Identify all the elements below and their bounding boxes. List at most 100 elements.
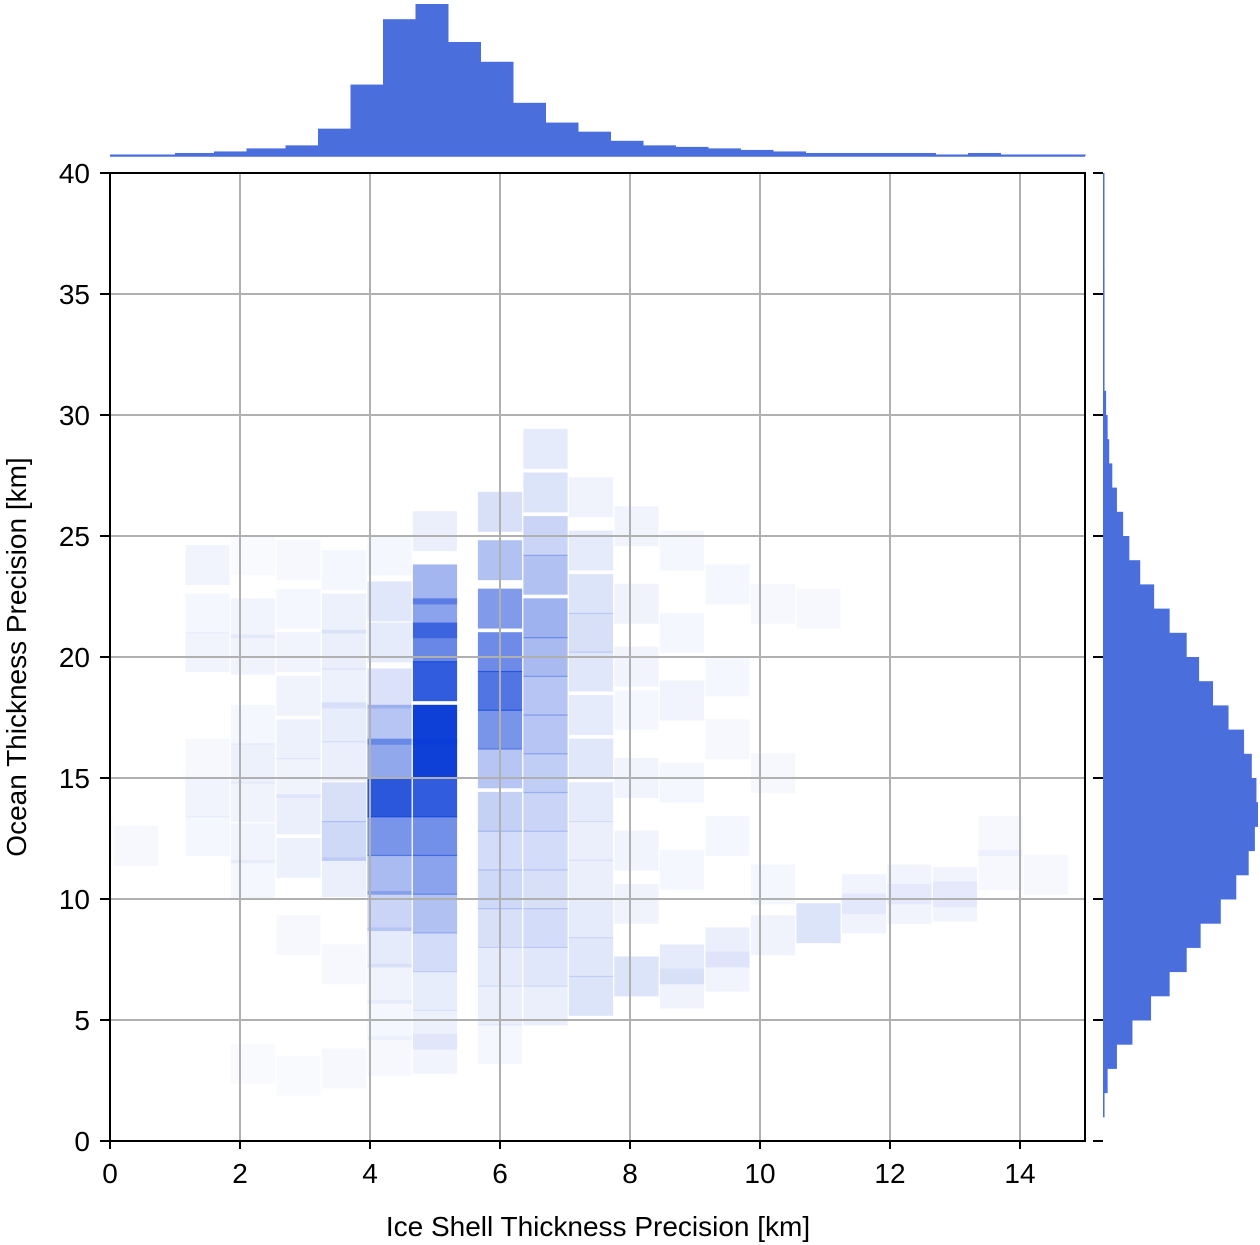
marginal-y-bar bbox=[1103, 318, 1105, 343]
heatmap-cell bbox=[230, 598, 276, 639]
heatmap-cell bbox=[568, 530, 614, 571]
heatmap-cell bbox=[276, 632, 321, 673]
marginal-y-bar bbox=[1103, 536, 1130, 561]
marginal-x-bar bbox=[838, 152, 871, 156]
marginal-x-bar bbox=[968, 152, 1001, 156]
marginal-y-bar bbox=[1103, 269, 1105, 295]
marginal-y-bar bbox=[1103, 342, 1105, 368]
heatmap-cell bbox=[523, 675, 568, 716]
marginal-x-bar bbox=[480, 61, 514, 157]
y-tick-label: 10 bbox=[59, 884, 90, 915]
heatmap-cell bbox=[841, 874, 887, 915]
marginal-x-bar bbox=[773, 151, 806, 156]
heatmap-cell bbox=[659, 680, 705, 721]
x-axis: 0 2 4 6 8 10 12 14 bbox=[102, 1141, 1036, 1189]
heatmap-cell bbox=[705, 656, 750, 697]
marginal-y-bar bbox=[1103, 850, 1249, 876]
heatmap-cell bbox=[185, 545, 230, 586]
heatmap-cell bbox=[412, 1033, 458, 1074]
heatmap-cell bbox=[276, 794, 321, 835]
heatmap-cell bbox=[932, 881, 978, 922]
heatmap-cell bbox=[367, 816, 412, 857]
marginal-y-bar bbox=[1103, 947, 1187, 973]
heatmap-cell bbox=[796, 589, 840, 629]
heatmap-cell bbox=[1024, 855, 1068, 895]
heatmap-cell bbox=[185, 739, 229, 779]
y-tick-label: 30 bbox=[59, 400, 90, 431]
x-tick-label: 6 bbox=[492, 1158, 508, 1189]
heatmap-cell bbox=[321, 857, 367, 898]
marginal-y-bar bbox=[1103, 826, 1255, 852]
heatmap-cell bbox=[568, 574, 614, 615]
heatmap-cell bbox=[751, 753, 795, 793]
marginal-x-bar bbox=[545, 122, 579, 156]
heatmap-cell bbox=[659, 530, 705, 571]
grid-lines bbox=[110, 173, 1085, 1141]
heatmap-cell bbox=[412, 854, 458, 895]
heatmap-cell bbox=[412, 738, 458, 779]
heatmap-cell bbox=[659, 762, 705, 803]
heatmap-cell bbox=[367, 581, 412, 622]
heatmap-cell bbox=[230, 823, 276, 864]
marginal-y-bar bbox=[1103, 608, 1170, 634]
marginal-x-bar bbox=[350, 84, 384, 156]
heatmap-cell bbox=[614, 506, 659, 547]
marginal-x-bar bbox=[935, 154, 969, 156]
heatmap-cell bbox=[705, 927, 750, 968]
y-axis: 0 5 10 15 20 25 30 35 40 bbox=[59, 158, 1103, 1157]
heatmap-cell bbox=[568, 820, 614, 861]
heatmap-cell bbox=[412, 622, 458, 663]
heatmap-cell bbox=[321, 668, 367, 709]
heatmap-cell bbox=[568, 975, 614, 1016]
heatmap-cell bbox=[659, 849, 705, 890]
heatmap-cell bbox=[523, 753, 568, 794]
heatmap-cell bbox=[276, 675, 321, 716]
heatmap-cell bbox=[231, 1044, 275, 1084]
marginal-x-bar bbox=[708, 148, 741, 156]
y-tick-label: 15 bbox=[59, 763, 90, 794]
marginal-y-bar bbox=[1103, 1044, 1117, 1069]
marginal-y-bar bbox=[1103, 439, 1110, 464]
marginal-y-bar bbox=[1103, 995, 1152, 1021]
heatmap-cell bbox=[114, 826, 158, 866]
heatmap-cell bbox=[887, 883, 932, 924]
marginal-x-bar bbox=[175, 152, 215, 156]
marginal-y-bar bbox=[1103, 245, 1105, 271]
y-axis-label: Ocean Thickness Precision [km] bbox=[1, 457, 32, 856]
x-tick-label: 4 bbox=[362, 1158, 378, 1189]
marginal-y-bar bbox=[1103, 390, 1107, 416]
heatmap-cell bbox=[321, 741, 367, 782]
marginal-x-bar bbox=[740, 149, 774, 156]
heatmap-cell bbox=[367, 777, 412, 818]
heatmap-cell bbox=[367, 535, 412, 576]
marginal-x-bar bbox=[285, 145, 319, 156]
heatmap-cell bbox=[568, 477, 614, 518]
heatmap-cell bbox=[523, 472, 568, 513]
heatmap-cell bbox=[614, 956, 659, 997]
marginal-y-bar bbox=[1103, 899, 1221, 924]
heatmap-cell bbox=[705, 816, 750, 857]
x-tick-label: 14 bbox=[1004, 1158, 1035, 1189]
marginal-y-bar bbox=[1103, 1020, 1133, 1045]
heatmap-cell bbox=[367, 1036, 411, 1076]
marginal-x-bar bbox=[110, 154, 143, 156]
marginal-x-bar bbox=[513, 102, 546, 156]
heatmap-cell bbox=[750, 915, 796, 956]
heatmap-cell bbox=[185, 593, 230, 634]
heatmap-cell bbox=[568, 782, 614, 823]
heatmap-cell bbox=[523, 554, 568, 595]
heatmap-cell bbox=[230, 634, 276, 675]
x-axis-label: Ice Shell Thickness Precision [km] bbox=[386, 1211, 810, 1242]
heatmap-cell bbox=[659, 968, 705, 1009]
heatmap-cell bbox=[412, 816, 458, 857]
heatmap-cell bbox=[230, 743, 276, 784]
marginal-x-bar bbox=[448, 42, 481, 156]
marginal-y-bar bbox=[1103, 511, 1124, 537]
heatmap-cell bbox=[614, 646, 659, 687]
heatmap-cell bbox=[322, 944, 366, 984]
marginal-y-bar bbox=[1103, 1068, 1108, 1094]
heatmap-cell bbox=[367, 963, 412, 1004]
heatmap-cell bbox=[523, 598, 568, 639]
marginal-y-bar bbox=[1103, 197, 1105, 222]
heatmap-cell bbox=[659, 944, 705, 985]
